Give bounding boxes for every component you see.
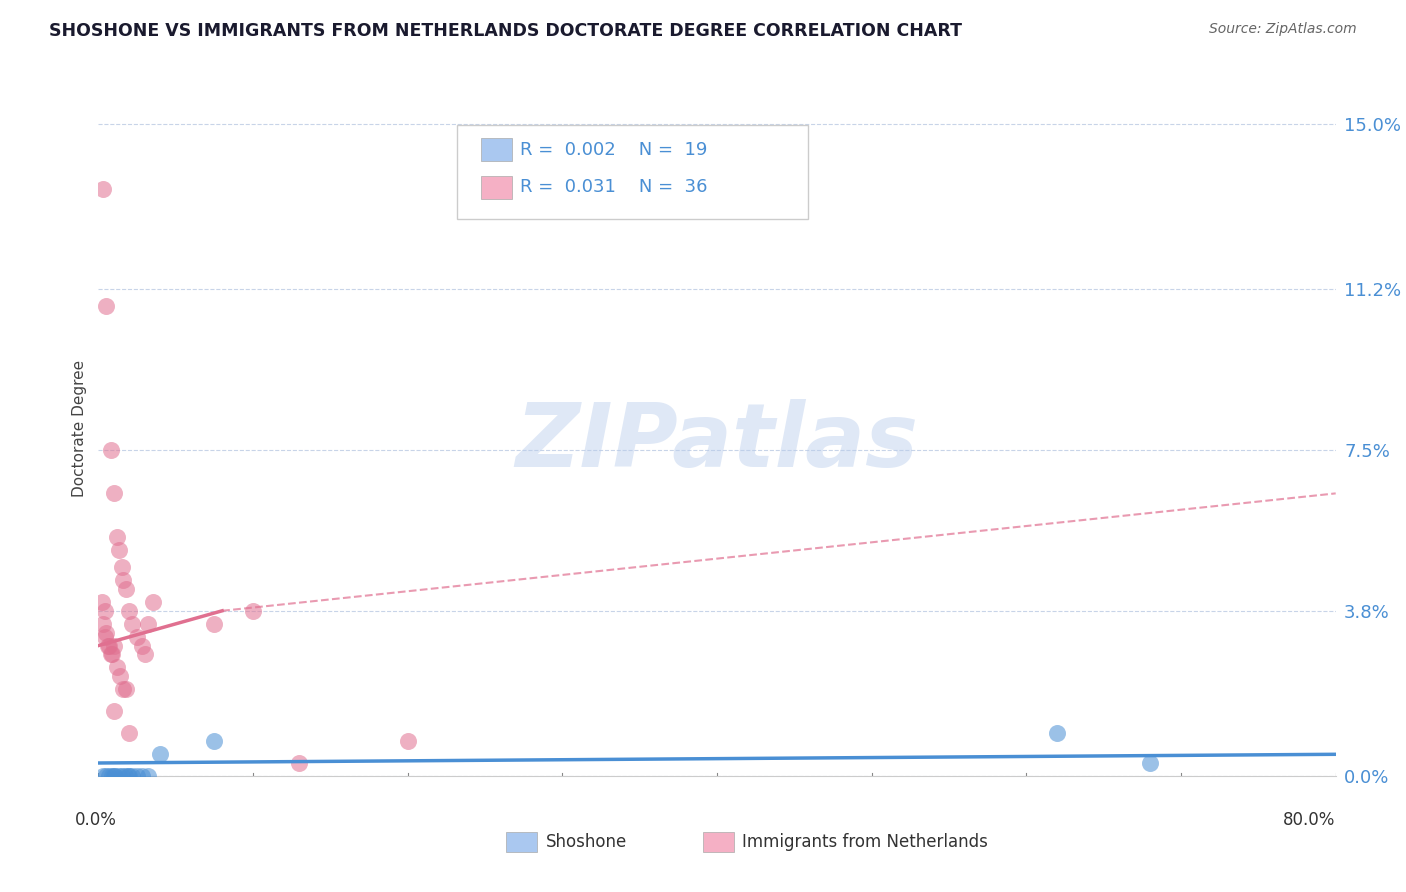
Point: [97, 639, 120, 653]
Text: Source: ZipAtlas.com: Source: ZipAtlas.com: [1209, 22, 1357, 37]
Point: [127, 769, 149, 783]
Point: [112, 574, 135, 588]
Text: Shoshone: Shoshone: [546, 833, 627, 851]
Point: [103, 486, 125, 500]
Point: [118, 725, 141, 739]
Point: [117, 769, 139, 783]
Point: [96, 299, 118, 313]
Point: [104, 769, 127, 783]
Point: [100, 442, 122, 457]
Point: [1139, 756, 1161, 770]
Text: 0.0%: 0.0%: [76, 811, 117, 829]
Point: [98, 769, 121, 783]
Point: [136, 769, 159, 783]
Point: [91, 616, 114, 631]
Point: [90, 595, 112, 609]
Point: [204, 616, 226, 631]
Point: [114, 769, 136, 783]
Point: [149, 747, 172, 762]
Point: [142, 595, 165, 609]
Point: [103, 769, 125, 783]
Point: [115, 681, 138, 696]
Point: [204, 734, 226, 748]
Y-axis label: Doctorate Degree: Doctorate Degree: [72, 359, 87, 497]
Point: [101, 648, 124, 662]
Point: [91, 182, 114, 196]
Point: [118, 604, 141, 618]
Point: [103, 639, 125, 653]
Text: SHOSHONE VS IMMIGRANTS FROM NETHERLANDS DOCTORATE DEGREE CORRELATION CHART: SHOSHONE VS IMMIGRANTS FROM NETHERLANDS …: [49, 22, 962, 40]
Point: [115, 582, 138, 596]
Text: 80.0%: 80.0%: [1284, 811, 1336, 829]
Point: [1046, 725, 1069, 739]
Point: [98, 639, 121, 653]
Text: R =  0.002    N =  19: R = 0.002 N = 19: [520, 141, 707, 159]
Point: [111, 560, 134, 574]
Point: [112, 681, 135, 696]
Text: R =  0.031    N =  36: R = 0.031 N = 36: [520, 178, 707, 196]
Point: [100, 648, 122, 662]
Point: [118, 769, 141, 783]
Point: [131, 639, 153, 653]
Point: [121, 616, 143, 631]
Point: [96, 625, 118, 640]
Point: [111, 769, 134, 783]
Point: [105, 530, 128, 544]
Point: [93, 604, 115, 618]
Point: [105, 660, 128, 674]
Point: [108, 669, 131, 683]
Point: [131, 769, 153, 783]
Point: [93, 630, 115, 644]
Point: [127, 630, 149, 644]
Point: [107, 769, 129, 783]
Point: [242, 604, 264, 618]
Point: [136, 616, 159, 631]
Point: [288, 756, 311, 770]
Point: [107, 542, 129, 557]
Point: [103, 704, 125, 718]
Point: [101, 769, 124, 783]
Text: Immigrants from Netherlands: Immigrants from Netherlands: [742, 833, 988, 851]
Point: [121, 769, 143, 783]
Point: [91, 769, 114, 783]
Text: ZIPatlas: ZIPatlas: [516, 399, 918, 485]
Point: [134, 648, 156, 662]
Point: [96, 769, 118, 783]
Point: [396, 734, 419, 748]
